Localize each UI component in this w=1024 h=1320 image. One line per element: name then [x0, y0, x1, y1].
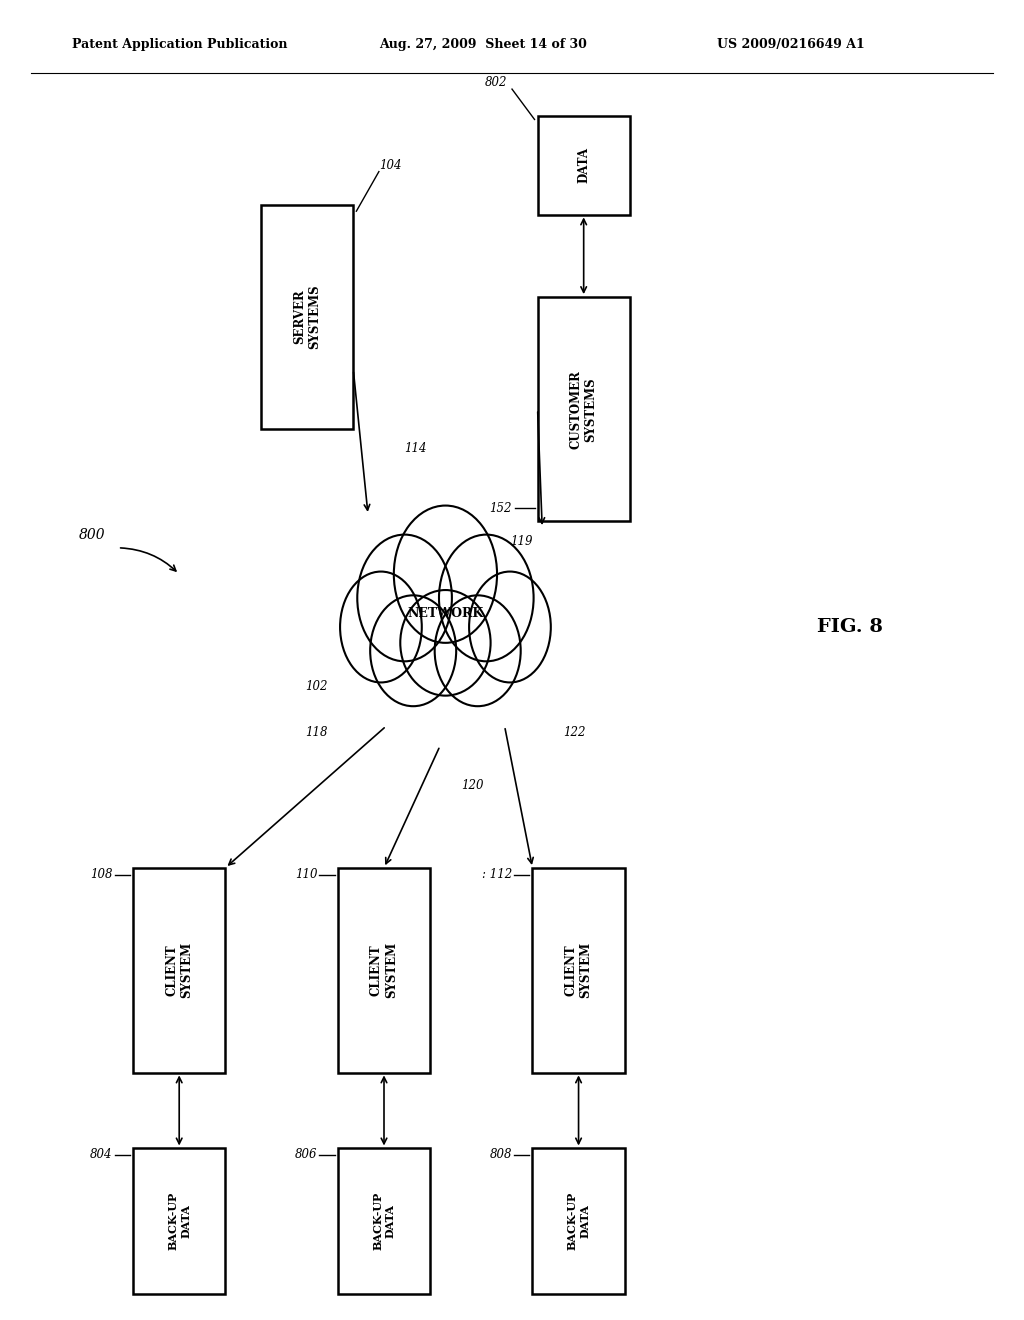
- Text: US 2009/0216649 A1: US 2009/0216649 A1: [717, 37, 864, 50]
- Text: 800: 800: [79, 528, 105, 541]
- Text: FIG. 8: FIG. 8: [817, 618, 883, 636]
- Bar: [338, 869, 430, 1072]
- Ellipse shape: [371, 595, 456, 706]
- Text: 119: 119: [510, 535, 532, 548]
- Text: 110: 110: [295, 869, 317, 880]
- Text: CLIENT
SYSTEM: CLIENT SYSTEM: [564, 942, 593, 998]
- Text: Patent Application Publication: Patent Application Publication: [72, 37, 287, 50]
- Text: BACK-UP
DATA: BACK-UP DATA: [167, 1192, 191, 1250]
- Ellipse shape: [400, 590, 490, 696]
- Text: 122: 122: [563, 726, 586, 739]
- Text: 802: 802: [484, 77, 507, 88]
- Bar: [338, 1148, 430, 1294]
- Ellipse shape: [394, 506, 497, 643]
- Ellipse shape: [469, 572, 551, 682]
- Bar: [532, 1148, 625, 1294]
- Ellipse shape: [435, 595, 521, 706]
- Text: : 112: : 112: [481, 869, 512, 880]
- Text: 118: 118: [305, 726, 328, 739]
- Text: BACK-UP
DATA: BACK-UP DATA: [372, 1192, 396, 1250]
- Bar: [538, 116, 630, 214]
- Text: 108: 108: [90, 869, 113, 880]
- Text: NETWORK: NETWORK: [408, 607, 483, 620]
- Text: 808: 808: [489, 1148, 512, 1162]
- Ellipse shape: [439, 535, 534, 661]
- Bar: [532, 869, 625, 1072]
- Bar: [261, 205, 353, 429]
- Text: 120: 120: [461, 779, 483, 792]
- Text: 806: 806: [295, 1148, 317, 1162]
- Ellipse shape: [340, 572, 422, 682]
- Bar: [133, 1148, 225, 1294]
- Text: 102: 102: [305, 680, 328, 693]
- Bar: [133, 869, 225, 1072]
- Ellipse shape: [357, 535, 452, 661]
- Text: 114: 114: [404, 442, 427, 455]
- Bar: [538, 297, 630, 521]
- Text: Aug. 27, 2009  Sheet 14 of 30: Aug. 27, 2009 Sheet 14 of 30: [379, 37, 587, 50]
- Text: CLIENT
SYSTEM: CLIENT SYSTEM: [370, 942, 398, 998]
- Text: CUSTOMER
SYSTEMS: CUSTOMER SYSTEMS: [569, 370, 598, 449]
- Text: 152: 152: [489, 502, 512, 515]
- Text: SERVER
SYSTEMS: SERVER SYSTEMS: [293, 285, 322, 348]
- Text: 804: 804: [90, 1148, 113, 1162]
- Text: BACK-UP
DATA: BACK-UP DATA: [566, 1192, 591, 1250]
- Text: DATA: DATA: [578, 147, 590, 183]
- Text: CLIENT
SYSTEM: CLIENT SYSTEM: [165, 942, 194, 998]
- Text: 104: 104: [379, 158, 401, 172]
